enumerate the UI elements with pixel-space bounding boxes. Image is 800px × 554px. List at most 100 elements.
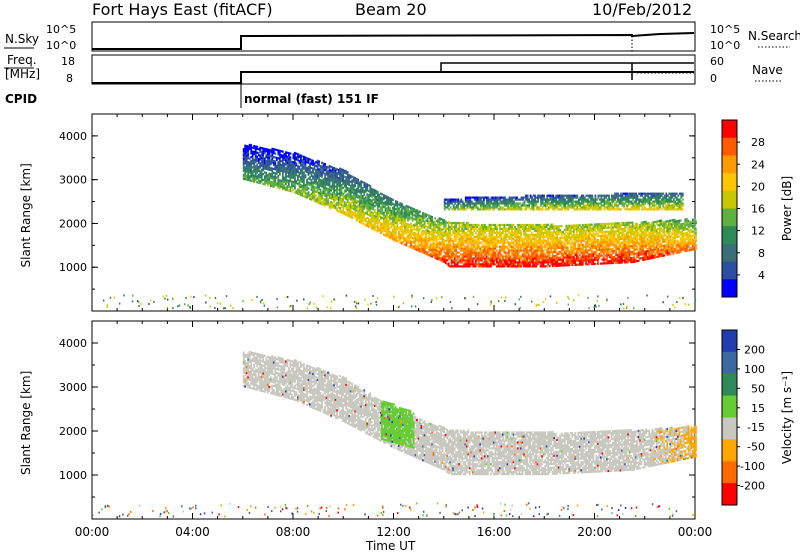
range-cell bbox=[386, 231, 388, 234]
range-cell bbox=[604, 238, 607, 241]
range-cell bbox=[295, 190, 298, 193]
range-cell bbox=[271, 167, 274, 170]
range-cell bbox=[300, 190, 302, 193]
range-cell bbox=[431, 255, 433, 258]
range-cell bbox=[592, 233, 595, 236]
range-cell bbox=[618, 249, 620, 252]
range-cell bbox=[396, 226, 399, 229]
range-cell bbox=[545, 239, 548, 242]
range-cell bbox=[307, 191, 310, 194]
range-cell bbox=[381, 205, 384, 208]
range-cell bbox=[283, 166, 286, 169]
range-cell bbox=[378, 193, 381, 196]
range-cell bbox=[443, 231, 445, 234]
range-cell bbox=[645, 244, 648, 247]
range-cell bbox=[610, 262, 613, 265]
range-cell bbox=[405, 204, 408, 207]
range-cell bbox=[343, 203, 346, 206]
range-cell bbox=[369, 188, 372, 192]
range-cell bbox=[410, 222, 412, 225]
range-cell bbox=[627, 245, 629, 248]
range-cell bbox=[411, 246, 414, 250]
range-cell bbox=[569, 252, 572, 255]
range-cell bbox=[562, 248, 565, 251]
range-cell bbox=[393, 203, 396, 206]
range-cell bbox=[373, 209, 376, 212]
range-cell bbox=[494, 225, 497, 229]
range-cell bbox=[408, 241, 411, 244]
range-cell bbox=[345, 190, 348, 193]
range-cell bbox=[550, 249, 553, 252]
range-cell bbox=[392, 202, 394, 205]
range-cell bbox=[446, 263, 449, 266]
range-cell bbox=[518, 261, 521, 264]
range-cell bbox=[467, 261, 470, 264]
range-cell bbox=[265, 160, 268, 163]
range-cell bbox=[455, 251, 458, 254]
range-cell bbox=[615, 226, 617, 229]
range-cell bbox=[328, 174, 331, 178]
range-cell bbox=[346, 200, 349, 203]
range-cell bbox=[384, 224, 387, 227]
range-cell bbox=[291, 180, 293, 183]
range-cell bbox=[322, 170, 325, 173]
range-cell bbox=[378, 195, 381, 198]
range-cell bbox=[434, 242, 436, 246]
range-cell bbox=[402, 235, 405, 238]
range-cell bbox=[303, 155, 305, 158]
range-cell bbox=[358, 195, 361, 198]
range-cell bbox=[260, 180, 263, 183]
range-cell bbox=[428, 214, 430, 217]
range-cell bbox=[453, 247, 456, 250]
range-cell bbox=[485, 263, 488, 266]
range-cell bbox=[535, 259, 537, 262]
range-cell bbox=[331, 180, 334, 183]
range-cell bbox=[471, 259, 474, 262]
range-cell bbox=[307, 171, 310, 174]
range-cell bbox=[497, 265, 500, 268]
range-cell bbox=[581, 247, 584, 250]
range-cell bbox=[624, 235, 626, 238]
range-cell bbox=[292, 153, 295, 156]
range-cell bbox=[401, 210, 403, 213]
range-cell bbox=[271, 153, 274, 156]
range-cell bbox=[484, 259, 486, 262]
range-cell bbox=[468, 229, 471, 232]
range-cell bbox=[455, 265, 458, 268]
range-cell bbox=[334, 175, 337, 178]
range-cell bbox=[622, 249, 625, 252]
range-cell bbox=[470, 235, 473, 238]
range-cell bbox=[425, 225, 427, 228]
range-cell bbox=[578, 237, 581, 241]
range-cell bbox=[518, 237, 521, 240]
range-cell bbox=[298, 167, 301, 170]
range-cell bbox=[366, 199, 369, 202]
range-cell bbox=[278, 151, 281, 154]
range-cell bbox=[649, 251, 652, 254]
range-cell bbox=[581, 259, 584, 262]
range-cell bbox=[523, 263, 525, 266]
range-cell bbox=[357, 196, 360, 199]
range-cell bbox=[315, 194, 317, 197]
range-cell bbox=[414, 228, 417, 231]
range-cell bbox=[511, 231, 513, 234]
range-cell bbox=[251, 160, 254, 163]
range-cell bbox=[325, 193, 328, 196]
range-cell bbox=[387, 206, 390, 209]
range-cell bbox=[490, 247, 492, 250]
range-cell bbox=[278, 153, 281, 156]
range-cell bbox=[512, 243, 515, 246]
range-cell bbox=[595, 233, 598, 236]
range-cell bbox=[266, 158, 269, 161]
range-cell bbox=[505, 237, 507, 240]
range-cell bbox=[337, 200, 340, 203]
range-cell bbox=[304, 162, 307, 165]
range-cell bbox=[471, 223, 474, 227]
range-cell bbox=[392, 218, 394, 221]
range-cell bbox=[566, 224, 569, 227]
range-cell bbox=[447, 236, 450, 239]
range-cell bbox=[471, 265, 474, 268]
range-cell bbox=[601, 248, 604, 251]
range-cell bbox=[278, 173, 281, 176]
range-cell bbox=[633, 250, 635, 253]
